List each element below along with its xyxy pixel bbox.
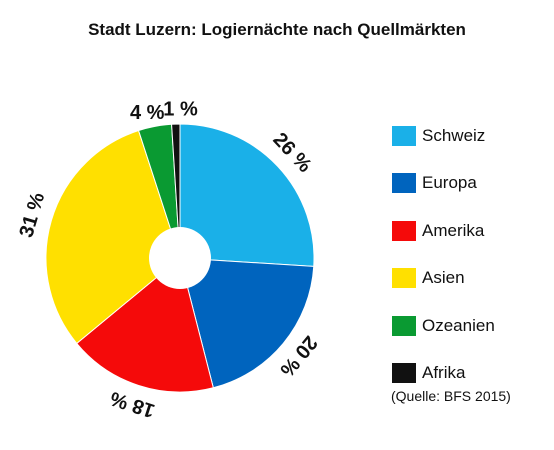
legend-label: Asien (422, 268, 465, 288)
data-label-ozeanien: 4 % (130, 102, 165, 124)
legend-label: Ozeanien (422, 315, 495, 335)
legend-item-asien: Asien (392, 255, 552, 303)
data-label-asien: 31 % (15, 190, 49, 240)
pie-slices (45, 123, 315, 393)
pie-slice-amerika (76, 257, 214, 393)
legend-swatch (392, 315, 416, 336)
pie-slice-schweiz (179, 123, 315, 267)
legend-label: Amerika (422, 220, 485, 240)
data-label-amerika: 18 % (107, 387, 157, 422)
legend-swatch (392, 268, 416, 289)
pie-slice-asien (45, 129, 181, 345)
legend-label: Schweiz (422, 125, 486, 145)
legend-item-schweiz: Schweiz (392, 112, 552, 160)
chart-title: Stadt Luzern: Logiernächte nach Quellmär… (88, 20, 466, 39)
legend-swatch (392, 125, 416, 146)
legend-label: Europa (422, 173, 477, 193)
legend-item-europa: Europa (392, 160, 552, 208)
legend-item-afrika: Afrika (392, 350, 552, 398)
legend-swatch (392, 220, 416, 241)
legend-swatch (392, 173, 416, 194)
legend-item-ozeanien: Ozeanien (392, 302, 552, 350)
pie-slice-afrika (171, 123, 181, 259)
source-note: (Quelle: BFS 2015) (391, 388, 511, 404)
legend: Schweiz Europa Amerika Asien Ozeanien Afrika (392, 112, 552, 397)
legend-label: Afrika (422, 363, 466, 383)
pie-slice-europa (179, 257, 315, 389)
legend-swatch (392, 363, 416, 384)
pie-center-hole (149, 227, 211, 289)
data-label-afrika: 1 % (163, 98, 198, 120)
legend-item-amerika: Amerika (392, 207, 552, 255)
